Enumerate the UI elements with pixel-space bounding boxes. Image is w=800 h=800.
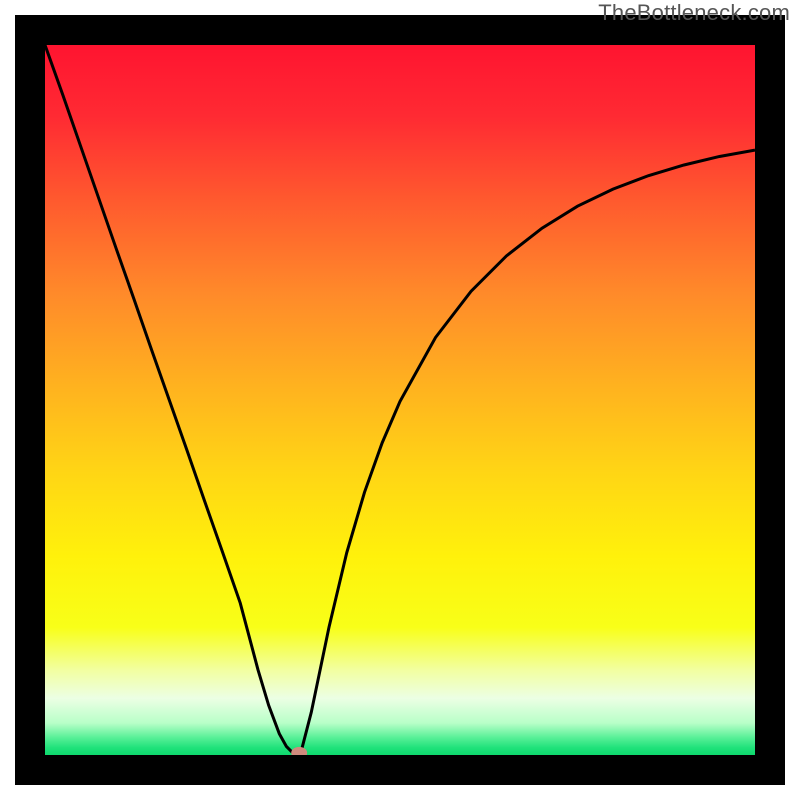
chart-stage: TheBottleneck.com [0,0,800,800]
bottleneck-chart [0,0,800,800]
watermark-text: TheBottleneck.com [598,0,790,26]
